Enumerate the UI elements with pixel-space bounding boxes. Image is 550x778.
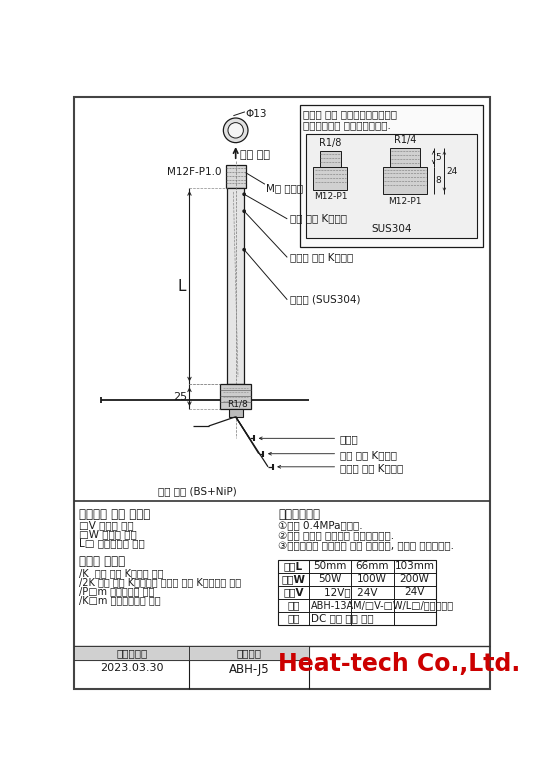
Text: 12V，  24V: 12V， 24V xyxy=(324,587,378,598)
Text: M12F-P1.0: M12F-P1.0 xyxy=(167,166,222,177)
Text: 8: 8 xyxy=(435,176,441,185)
Text: 품명: 품명 xyxy=(287,614,300,623)
Text: 》주의사항》: 》주의사항》 xyxy=(278,507,320,520)
Circle shape xyxy=(223,118,248,142)
Text: 발열체 온도 K열전대: 발열체 온도 K열전대 xyxy=(290,252,353,262)
Bar xyxy=(227,188,244,384)
Text: 24V: 24V xyxy=(404,587,425,598)
Text: Heat-tech Co.,Ltd.: Heat-tech Co.,Ltd. xyxy=(278,653,520,676)
Text: 기체 입구 (BS+NiP): 기체 입구 (BS+NiP) xyxy=(158,486,236,496)
Text: 25: 25 xyxy=(173,392,187,401)
Text: 열풍 출구: 열풍 출구 xyxy=(240,150,270,160)
Text: 5: 5 xyxy=(435,152,441,162)
Text: 2023.03.30: 2023.03.30 xyxy=(100,663,163,673)
Text: 200W: 200W xyxy=(399,574,429,584)
Text: 103mm: 103mm xyxy=(394,561,434,571)
Text: 열풍 온도 K열전대: 열풍 온도 K열전대 xyxy=(340,450,397,460)
Text: /P□m 전원선장이 지정: /P□m 전원선장이 지정 xyxy=(79,586,155,596)
Bar xyxy=(189,647,309,660)
Text: ABH-13AM/□V-□W/L□/オプション: ABH-13AM/□V-□W/L□/オプション xyxy=(311,601,454,611)
Text: 금속관 (SUS304): 금속관 (SUS304) xyxy=(290,294,360,304)
Text: R1/8: R1/8 xyxy=(319,138,342,148)
Circle shape xyxy=(243,210,245,212)
Text: 24: 24 xyxy=(446,166,457,176)
Bar xyxy=(74,647,189,660)
Circle shape xyxy=(228,123,244,138)
Text: 체단의 나사 포함이음새쇼장식은: 체단의 나사 포함이음새쇼장식은 xyxy=(304,110,398,120)
Text: 전원선: 전원선 xyxy=(340,434,359,444)
Text: 특별주문에서 제작하겠습니다.: 특별주문에서 제작하겠습니다. xyxy=(304,121,391,130)
Text: L□ 기준관장의 지정: L□ 기준관장의 지정 xyxy=(79,538,145,548)
Bar xyxy=(226,165,246,188)
Text: Φ13: Φ13 xyxy=(246,109,267,119)
Text: 열풍 온도 K열전대: 열풍 온도 K열전대 xyxy=(290,213,346,223)
Text: ③저온기체를 공급하지 않고 가열하면, 히터는 소손합니다.: ③저온기체를 공급하지 않고 가열하면, 히터는 소손합니다. xyxy=(278,541,454,552)
Text: 전력W: 전력W xyxy=(282,574,305,584)
Text: ①내압 0.4MPa입니다.: ①내압 0.4MPa입니다. xyxy=(278,520,362,530)
Text: ABH-J5: ABH-J5 xyxy=(228,663,269,676)
Text: R1/8: R1/8 xyxy=(227,400,248,408)
Text: ②공급 기체는 드레인을 제거하십시오.: ②공급 기체는 드레인을 제거하십시오. xyxy=(278,531,394,541)
Text: /2K 열풍 온도 K열전대와 발열체 온도 K열전대의 추가: /2K 열풍 온도 K열전대와 발열체 온도 K열전대의 추가 xyxy=(79,577,241,587)
Text: 》주문시 사양 지정》: 》주문시 사양 지정》 xyxy=(79,507,151,520)
Bar xyxy=(229,409,243,417)
Circle shape xyxy=(243,193,245,195)
Text: 전압V: 전압V xyxy=(283,587,304,598)
Bar xyxy=(221,384,251,409)
Bar xyxy=(320,151,341,166)
Text: 50W: 50W xyxy=(318,574,342,584)
Bar xyxy=(278,560,436,626)
Text: /K□m 열전대선장이 지정: /K□m 열전대선장이 지정 xyxy=(79,595,161,605)
Text: 관장L: 관장L xyxy=(284,561,303,571)
Text: 발열체 온도 K열전대: 발열체 온도 K열전대 xyxy=(340,463,403,473)
Text: 형식: 형식 xyxy=(287,601,300,611)
Text: M12-P1: M12-P1 xyxy=(314,192,347,201)
Text: 제조년월일: 제조년월일 xyxy=(116,648,147,657)
Bar xyxy=(300,105,483,247)
Text: DC 전원 열풍 히터: DC 전원 열풍 히터 xyxy=(311,614,374,623)
Bar xyxy=(383,166,427,194)
Text: □W 전력의 지정: □W 전력의 지정 xyxy=(79,529,137,539)
Bar xyxy=(314,166,348,190)
Text: M12-P1: M12-P1 xyxy=(388,197,422,205)
Circle shape xyxy=(243,248,245,251)
Text: /K  열풍 온도 K열전대 추가: /K 열풍 온도 K열전대 추가 xyxy=(79,568,164,578)
Text: R1/4: R1/4 xyxy=(394,135,416,145)
Text: M형 내나사: M형 내나사 xyxy=(267,183,304,193)
Text: 66mm: 66mm xyxy=(355,561,389,571)
Text: 》옵션 대응》: 》옵션 대응》 xyxy=(79,555,125,569)
Text: SUS304: SUS304 xyxy=(371,224,411,234)
Text: 도면번호: 도면번호 xyxy=(236,648,261,657)
Bar xyxy=(390,148,420,166)
Text: L: L xyxy=(177,279,186,294)
Text: 100W: 100W xyxy=(357,574,387,584)
Text: 50mm: 50mm xyxy=(313,561,346,571)
Bar xyxy=(306,134,477,238)
Text: □V 전압의 지정: □V 전압의 지정 xyxy=(79,520,134,530)
